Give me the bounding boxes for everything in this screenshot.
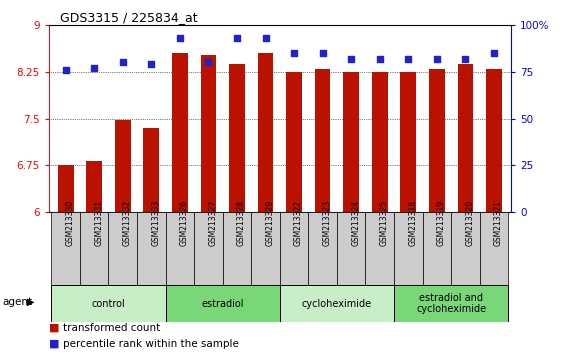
Bar [58, 165, 74, 212]
Bar [223, 212, 251, 285]
Text: GSM213332: GSM213332 [123, 200, 132, 246]
Bar [394, 285, 508, 322]
Point [118, 59, 127, 65]
Bar [400, 72, 416, 212]
Text: cycloheximide: cycloheximide [302, 298, 372, 309]
Text: GSM213329: GSM213329 [266, 200, 275, 246]
Bar [251, 212, 280, 285]
Text: estradiol and
cycloheximide: estradiol and cycloheximide [416, 293, 486, 314]
Point [318, 50, 327, 56]
Text: GSM213323: GSM213323 [323, 200, 332, 246]
Bar [200, 55, 216, 212]
Bar [286, 72, 302, 212]
Bar [166, 212, 194, 285]
Text: GSM213327: GSM213327 [208, 200, 218, 246]
Text: GSM213321: GSM213321 [494, 200, 503, 246]
Text: GSM213331: GSM213331 [94, 200, 103, 246]
Point [90, 65, 99, 71]
Point [261, 35, 270, 41]
Text: ■: ■ [49, 323, 59, 333]
Point [461, 56, 470, 61]
Point [232, 35, 242, 41]
Text: GSM213330: GSM213330 [66, 200, 75, 246]
Bar [137, 212, 166, 285]
Text: estradiol: estradiol [202, 298, 244, 309]
Bar [343, 72, 359, 212]
Point [175, 35, 184, 41]
Bar [451, 212, 480, 285]
Bar [394, 212, 423, 285]
Bar [337, 212, 365, 285]
Bar [172, 53, 188, 212]
Bar [115, 120, 131, 212]
Bar [80, 212, 108, 285]
Point [289, 50, 299, 56]
Text: transformed count: transformed count [63, 323, 160, 333]
Bar [486, 69, 502, 212]
Text: ■: ■ [49, 339, 59, 349]
Bar [108, 212, 137, 285]
Point [432, 56, 441, 61]
Bar [229, 64, 245, 212]
Bar [194, 212, 223, 285]
Bar [315, 69, 331, 212]
Text: GSM213333: GSM213333 [151, 200, 160, 246]
Bar [280, 285, 394, 322]
Bar [457, 64, 473, 212]
Point [204, 59, 213, 65]
Bar [372, 72, 388, 212]
Text: GSM213326: GSM213326 [180, 200, 189, 246]
Bar [280, 212, 308, 285]
Text: GSM213319: GSM213319 [437, 200, 446, 246]
Point [404, 56, 413, 61]
Point [375, 56, 384, 61]
Bar [51, 285, 166, 322]
Bar [258, 53, 274, 212]
Bar [429, 69, 445, 212]
Bar [423, 212, 451, 285]
Bar [86, 161, 102, 212]
Bar [480, 212, 508, 285]
Bar [51, 212, 80, 285]
Text: GSM213318: GSM213318 [408, 200, 417, 246]
Text: GSM213320: GSM213320 [465, 200, 475, 246]
Text: GSM213322: GSM213322 [294, 200, 303, 246]
Point [489, 50, 498, 56]
Bar [143, 128, 159, 212]
Bar [308, 212, 337, 285]
Bar [166, 285, 280, 322]
Text: ▶: ▶ [27, 297, 35, 307]
Text: GSM213328: GSM213328 [237, 200, 246, 246]
Point [147, 61, 156, 67]
Text: GDS3315 / 225834_at: GDS3315 / 225834_at [60, 11, 198, 24]
Bar [365, 212, 394, 285]
Text: GSM213324: GSM213324 [351, 200, 360, 246]
Text: control: control [91, 298, 126, 309]
Point [347, 56, 356, 61]
Text: percentile rank within the sample: percentile rank within the sample [63, 339, 239, 349]
Text: GSM213325: GSM213325 [380, 200, 389, 246]
Text: agent: agent [3, 297, 33, 307]
Point [61, 67, 70, 73]
